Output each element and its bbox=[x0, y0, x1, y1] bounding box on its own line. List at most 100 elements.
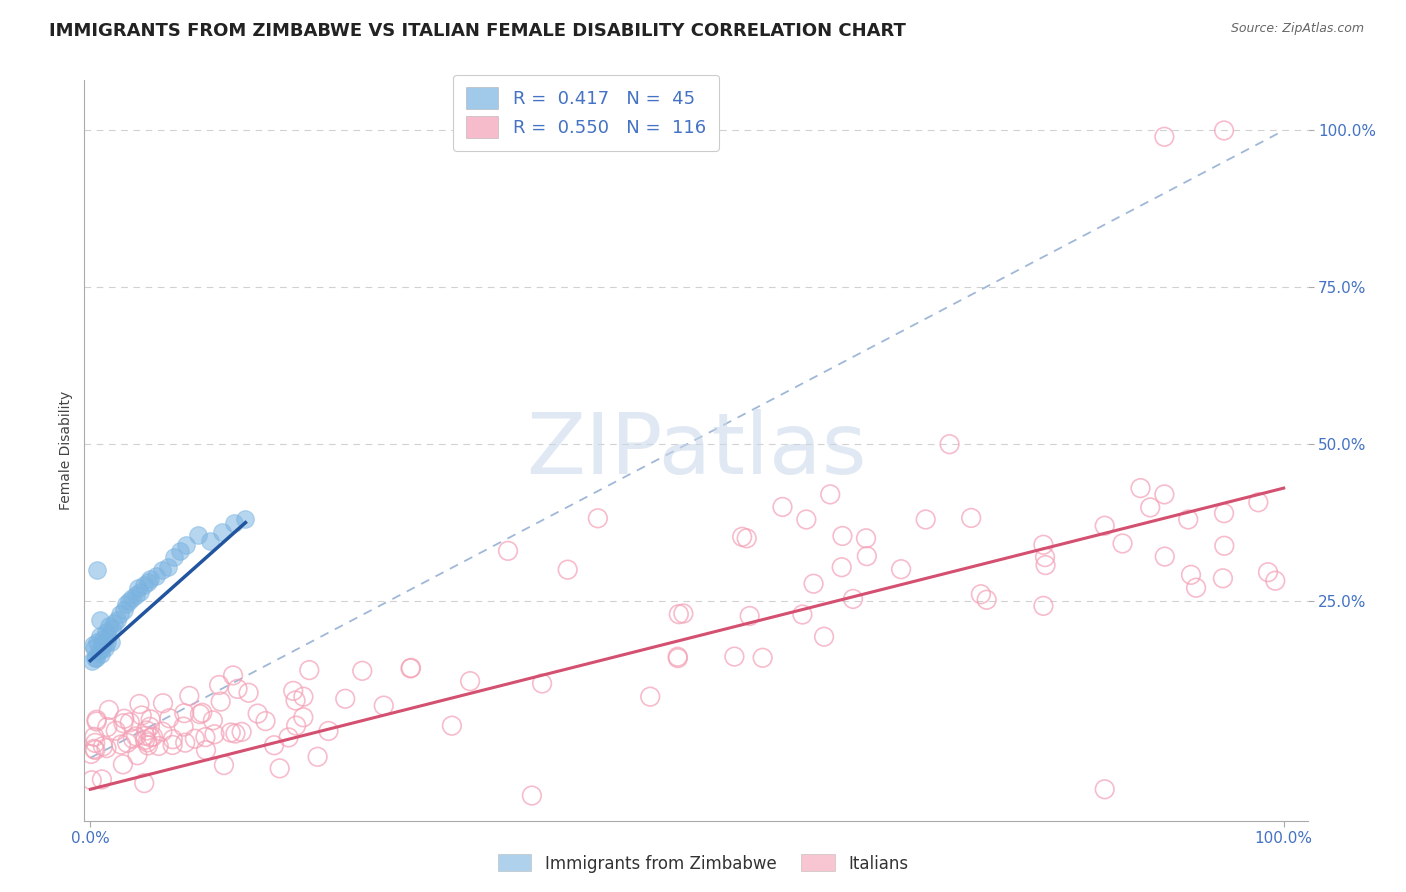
Point bbox=[198, 534, 221, 549]
Point bbox=[145, 569, 167, 583]
Point bbox=[1153, 487, 1175, 501]
Point bbox=[1264, 574, 1286, 588]
Point bbox=[86, 635, 108, 649]
Point bbox=[818, 487, 841, 501]
Point bbox=[188, 707, 211, 722]
Point bbox=[162, 738, 184, 752]
Point bbox=[136, 735, 159, 749]
Point bbox=[139, 720, 162, 734]
Point bbox=[174, 538, 197, 552]
Point bbox=[666, 651, 689, 665]
Point bbox=[201, 714, 224, 728]
Point bbox=[318, 723, 340, 738]
Point bbox=[98, 619, 121, 633]
Point bbox=[458, 674, 481, 689]
Point bbox=[1032, 599, 1054, 613]
Legend: Immigrants from Zimbabwe, Italians: Immigrants from Zimbabwe, Italians bbox=[491, 847, 915, 880]
Point bbox=[254, 714, 277, 728]
Point bbox=[93, 632, 115, 646]
Point bbox=[112, 712, 135, 726]
Point bbox=[127, 748, 149, 763]
Point bbox=[277, 731, 299, 745]
Point bbox=[139, 712, 162, 726]
Point bbox=[440, 719, 463, 733]
Point bbox=[1213, 506, 1236, 520]
Point bbox=[179, 689, 201, 703]
Point bbox=[792, 607, 814, 622]
Point bbox=[1129, 481, 1152, 495]
Point bbox=[352, 664, 374, 678]
Point bbox=[112, 603, 135, 617]
Point bbox=[100, 635, 122, 649]
Point bbox=[134, 776, 156, 790]
Point bbox=[80, 747, 103, 761]
Point bbox=[96, 720, 118, 734]
Point bbox=[127, 582, 149, 596]
Point bbox=[211, 524, 233, 539]
Point bbox=[169, 544, 191, 558]
Point bbox=[208, 678, 231, 692]
Point bbox=[399, 661, 422, 675]
Point bbox=[970, 587, 993, 601]
Point bbox=[136, 739, 159, 753]
Point bbox=[117, 594, 139, 608]
Y-axis label: Female Disability: Female Disability bbox=[59, 391, 73, 510]
Point bbox=[156, 559, 179, 574]
Point bbox=[150, 724, 173, 739]
Point bbox=[86, 563, 108, 577]
Point bbox=[226, 681, 249, 696]
Point bbox=[173, 720, 195, 734]
Point bbox=[292, 710, 315, 724]
Point bbox=[104, 723, 127, 738]
Point bbox=[586, 511, 609, 525]
Point bbox=[1111, 536, 1133, 550]
Point bbox=[813, 630, 835, 644]
Point bbox=[122, 731, 145, 746]
Point bbox=[187, 528, 209, 542]
Point bbox=[1257, 565, 1279, 579]
Point bbox=[531, 676, 554, 690]
Text: Source: ZipAtlas.com: Source: ZipAtlas.com bbox=[1230, 22, 1364, 36]
Point bbox=[914, 512, 936, 526]
Point bbox=[129, 584, 152, 599]
Point bbox=[222, 668, 245, 682]
Point bbox=[285, 719, 308, 733]
Point bbox=[269, 761, 291, 775]
Point bbox=[842, 591, 865, 606]
Point bbox=[1213, 539, 1236, 553]
Point bbox=[110, 738, 132, 752]
Point bbox=[194, 743, 217, 757]
Point bbox=[666, 649, 689, 664]
Point bbox=[157, 711, 180, 725]
Point bbox=[96, 741, 118, 756]
Point bbox=[136, 575, 159, 590]
Point bbox=[82, 638, 104, 652]
Point bbox=[184, 731, 207, 746]
Point bbox=[723, 649, 745, 664]
Point bbox=[209, 695, 232, 709]
Point bbox=[335, 691, 357, 706]
Point bbox=[80, 654, 103, 668]
Point bbox=[1212, 571, 1234, 585]
Point bbox=[83, 641, 105, 656]
Point bbox=[121, 591, 143, 605]
Point bbox=[115, 736, 138, 750]
Point bbox=[90, 772, 112, 787]
Point bbox=[557, 563, 579, 577]
Point bbox=[856, 549, 879, 563]
Point bbox=[84, 736, 107, 750]
Text: IMMIGRANTS FROM ZIMBABWE VS ITALIAN FEMALE DISABILITY CORRELATION CHART: IMMIGRANTS FROM ZIMBABWE VS ITALIAN FEMA… bbox=[49, 22, 905, 40]
Point bbox=[97, 629, 120, 643]
Point bbox=[91, 641, 114, 656]
Point bbox=[731, 530, 754, 544]
Point bbox=[194, 730, 217, 744]
Point bbox=[373, 698, 395, 713]
Point bbox=[115, 597, 138, 611]
Point bbox=[83, 730, 105, 744]
Point bbox=[97, 703, 120, 717]
Point bbox=[91, 638, 114, 652]
Point bbox=[1094, 782, 1116, 797]
Point bbox=[96, 635, 118, 649]
Point bbox=[772, 500, 794, 514]
Point bbox=[152, 696, 174, 710]
